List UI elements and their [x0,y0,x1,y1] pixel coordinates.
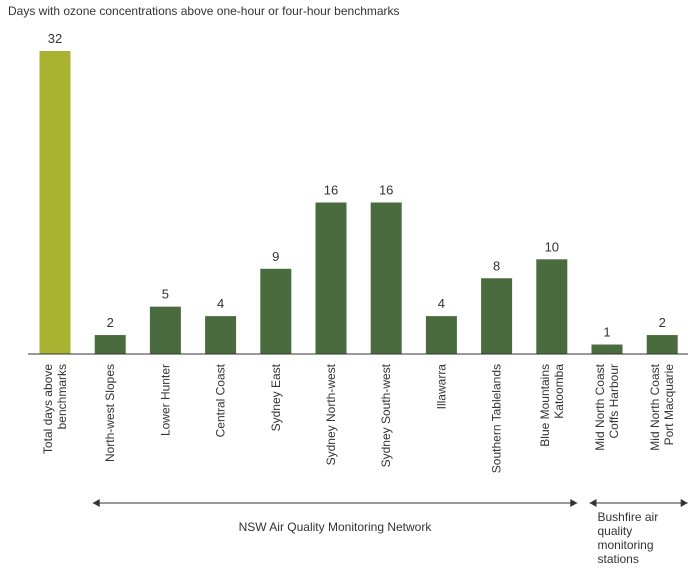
bar-value-label: 1 [603,325,610,340]
group-label: NSW Air Quality Monitoring Network [239,520,433,534]
category-label: North-west Slopes [103,364,117,462]
bar-value-label: 32 [48,31,62,46]
category-label: Mid North CoastCoffs Harbour [593,363,621,450]
bar [591,344,623,354]
bar [94,335,126,354]
category-label: Blue MountainsKatoomba [538,364,566,447]
bar-value-label: 4 [438,296,445,311]
bar-value-label: 16 [379,183,393,198]
bar [536,259,568,354]
bar-value-label: 10 [545,239,559,254]
bar-value-label: 4 [217,296,224,311]
bar-value-label: 2 [659,315,666,330]
chart-title: Days with ozone concentrations above one… [8,4,400,18]
category-label: Central Coast [214,363,228,437]
category-label: Sydney North-west [324,363,338,465]
group-arrow-head-right [570,499,578,507]
category-label: Mid North CoastPort Macquarie [648,363,676,450]
bar [481,278,513,354]
bar [205,316,237,354]
group-arrow-head-left [92,499,100,507]
bar [425,316,457,354]
category-label: Sydney South-west [379,363,393,467]
group-arrow-head-right [680,499,688,507]
bar [149,306,181,354]
bar [315,202,347,354]
group-arrow-head-left [589,499,597,507]
category-label: Lower Hunter [158,364,172,436]
group-label: Bushfire air quality monitoring stations [598,510,659,566]
bar [370,202,402,354]
category-label: Southern Tablelands [490,364,504,473]
category-label: Sydney East [269,363,283,431]
bar [39,51,71,354]
bar [646,335,678,354]
bar [260,268,292,354]
bar-value-label: 8 [493,258,500,273]
bar-value-label: 5 [162,287,169,302]
bar-value-label: 2 [107,315,114,330]
category-label: Illawarra [434,364,448,410]
category-label: Total days abovebenchmarks [41,364,69,454]
bar-value-label: 9 [272,249,279,264]
bar-value-label: 16 [324,183,338,198]
